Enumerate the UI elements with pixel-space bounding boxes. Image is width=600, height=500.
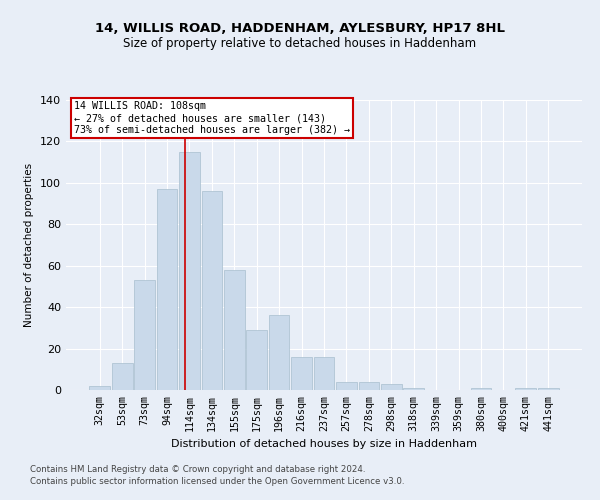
Bar bbox=[89, 386, 110, 390]
Bar bbox=[247, 330, 267, 390]
Bar bbox=[359, 382, 379, 390]
Bar bbox=[336, 382, 357, 390]
Bar bbox=[291, 357, 312, 390]
Bar bbox=[269, 316, 289, 390]
Text: 14 WILLIS ROAD: 108sqm
← 27% of detached houses are smaller (143)
73% of semi-de: 14 WILLIS ROAD: 108sqm ← 27% of detached… bbox=[74, 102, 350, 134]
Bar bbox=[157, 189, 178, 390]
Bar bbox=[470, 388, 491, 390]
Bar bbox=[403, 388, 424, 390]
Bar bbox=[134, 280, 155, 390]
Y-axis label: Number of detached properties: Number of detached properties bbox=[25, 163, 34, 327]
Text: Size of property relative to detached houses in Haddenham: Size of property relative to detached ho… bbox=[124, 38, 476, 51]
Bar bbox=[112, 363, 133, 390]
Text: 14, WILLIS ROAD, HADDENHAM, AYLESBURY, HP17 8HL: 14, WILLIS ROAD, HADDENHAM, AYLESBURY, H… bbox=[95, 22, 505, 36]
Bar bbox=[224, 270, 245, 390]
X-axis label: Distribution of detached houses by size in Haddenham: Distribution of detached houses by size … bbox=[171, 439, 477, 449]
Text: Contains HM Land Registry data © Crown copyright and database right 2024.: Contains HM Land Registry data © Crown c… bbox=[30, 466, 365, 474]
Bar bbox=[202, 191, 222, 390]
Text: Contains public sector information licensed under the Open Government Licence v3: Contains public sector information licen… bbox=[30, 477, 404, 486]
Bar bbox=[314, 357, 334, 390]
Bar bbox=[538, 388, 559, 390]
Bar bbox=[381, 384, 401, 390]
Bar bbox=[515, 388, 536, 390]
Bar bbox=[179, 152, 200, 390]
